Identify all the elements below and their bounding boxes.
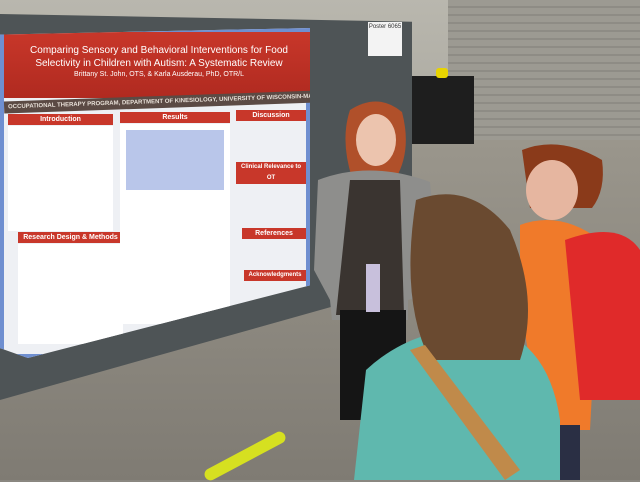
yellow-object <box>436 68 448 78</box>
results-flowchart <box>126 130 224 190</box>
water-bottle <box>366 264 380 312</box>
rolling-door <box>448 0 640 150</box>
methods-body <box>18 244 123 344</box>
section-introduction: Introduction <box>8 114 113 125</box>
section-discussion: Discussion <box>236 110 306 121</box>
section-methods: Research Design & Methods <box>18 232 123 243</box>
section-acknowledgments: Acknowledgments <box>244 270 306 281</box>
poster-title: Comparing Sensory and Behavioral Interve… <box>30 45 288 69</box>
poster-header: Comparing Sensory and Behavioral Interve… <box>4 32 310 98</box>
results-body <box>120 124 230 324</box>
introduction-body <box>8 126 113 231</box>
section-clinical-relevance: Clinical Relevance to OT <box>236 162 306 184</box>
section-references: References <box>242 228 306 239</box>
section-results: Results <box>120 112 230 123</box>
poster-number-sign: Poster 6065 <box>368 22 402 56</box>
bag-strap <box>410 345 520 480</box>
red-backpack <box>565 232 640 400</box>
woman-teal-sweater <box>354 194 560 480</box>
poster-authors: Brittany St. John, OTS, & Karla Ausderau… <box>73 71 245 78</box>
black-cart <box>412 76 474 144</box>
